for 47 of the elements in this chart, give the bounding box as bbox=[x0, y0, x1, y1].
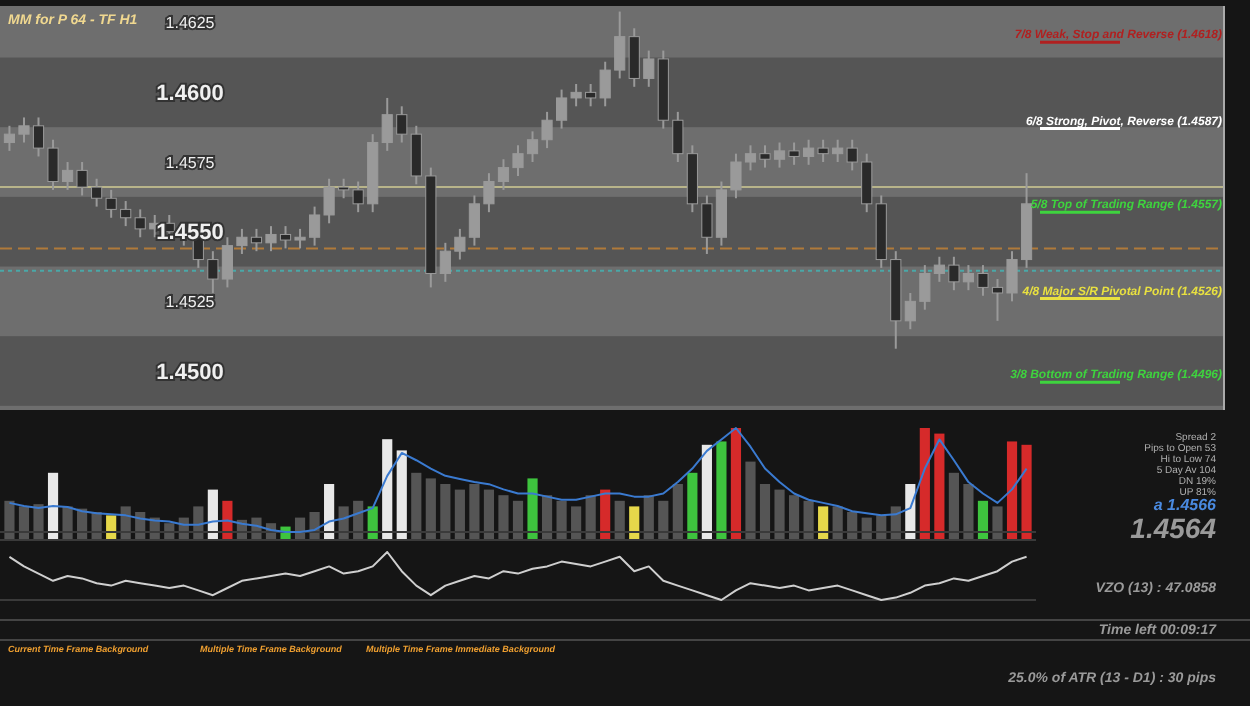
bar bbox=[512, 500, 524, 540]
bar bbox=[672, 484, 683, 540]
bar bbox=[730, 428, 742, 540]
bar bbox=[774, 489, 785, 540]
bar bbox=[934, 433, 945, 540]
bar bbox=[701, 444, 712, 540]
bar bbox=[483, 489, 495, 540]
bar bbox=[788, 495, 800, 540]
bar bbox=[33, 504, 44, 540]
bar bbox=[62, 506, 73, 540]
bar bbox=[527, 478, 538, 540]
bar bbox=[1006, 441, 1018, 540]
y-tick-label: 1.4525 bbox=[165, 292, 216, 311]
bar bbox=[803, 500, 814, 540]
bar bbox=[948, 472, 959, 540]
bar bbox=[4, 500, 15, 540]
bar bbox=[658, 500, 669, 540]
bar bbox=[818, 506, 829, 540]
bar bbox=[992, 506, 1003, 540]
bar bbox=[963, 484, 974, 540]
bar bbox=[396, 450, 407, 540]
bar bbox=[571, 506, 582, 540]
bar bbox=[977, 500, 989, 540]
bar bbox=[498, 495, 509, 540]
bar bbox=[556, 500, 567, 540]
text: a 1.4566 bbox=[1153, 496, 1218, 514]
y-tick-label: 1.4575 bbox=[165, 153, 216, 172]
text: 1.4564 bbox=[1130, 512, 1217, 544]
bar bbox=[629, 506, 640, 540]
y-tick-label: 1.4625 bbox=[165, 14, 216, 33]
bar bbox=[687, 472, 698, 540]
y-tick-label: 1.4500 bbox=[156, 360, 224, 385]
bar bbox=[759, 484, 771, 540]
bar bbox=[745, 461, 756, 540]
bar bbox=[411, 472, 422, 540]
bar bbox=[919, 428, 930, 540]
bar bbox=[382, 439, 393, 540]
bar bbox=[614, 500, 625, 540]
bar bbox=[1021, 444, 1032, 540]
bar bbox=[47, 472, 59, 540]
y-tick-label: 1.4550 bbox=[156, 221, 224, 246]
bar bbox=[454, 489, 465, 540]
bar bbox=[425, 478, 436, 540]
bar bbox=[469, 484, 480, 540]
bar bbox=[440, 484, 451, 540]
y-tick-label: 1.4600 bbox=[156, 82, 224, 107]
bar bbox=[716, 441, 727, 540]
